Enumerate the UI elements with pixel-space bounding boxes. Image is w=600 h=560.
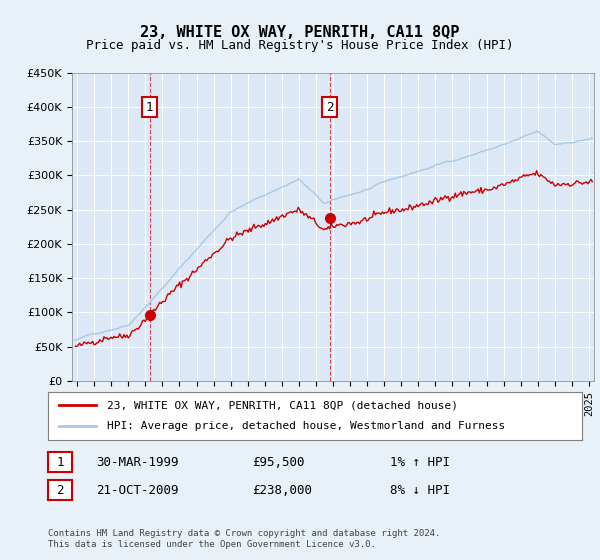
Text: £95,500: £95,500: [252, 455, 305, 469]
Text: 1: 1: [56, 455, 64, 469]
Text: Price paid vs. HM Land Registry's House Price Index (HPI): Price paid vs. HM Land Registry's House …: [86, 39, 514, 52]
Text: Contains HM Land Registry data © Crown copyright and database right 2024.
This d: Contains HM Land Registry data © Crown c…: [48, 529, 440, 549]
Text: 30-MAR-1999: 30-MAR-1999: [96, 455, 179, 469]
Text: 2: 2: [326, 101, 334, 114]
Text: HPI: Average price, detached house, Westmorland and Furness: HPI: Average price, detached house, West…: [107, 421, 505, 431]
Text: 21-OCT-2009: 21-OCT-2009: [96, 483, 179, 497]
Text: 8% ↓ HPI: 8% ↓ HPI: [390, 483, 450, 497]
Text: 23, WHITE OX WAY, PENRITH, CA11 8QP: 23, WHITE OX WAY, PENRITH, CA11 8QP: [140, 25, 460, 40]
Text: 2: 2: [56, 483, 64, 497]
Text: 1% ↑ HPI: 1% ↑ HPI: [390, 455, 450, 469]
Text: £238,000: £238,000: [252, 483, 312, 497]
Text: 23, WHITE OX WAY, PENRITH, CA11 8QP (detached house): 23, WHITE OX WAY, PENRITH, CA11 8QP (det…: [107, 400, 458, 410]
Text: 1: 1: [146, 101, 154, 114]
